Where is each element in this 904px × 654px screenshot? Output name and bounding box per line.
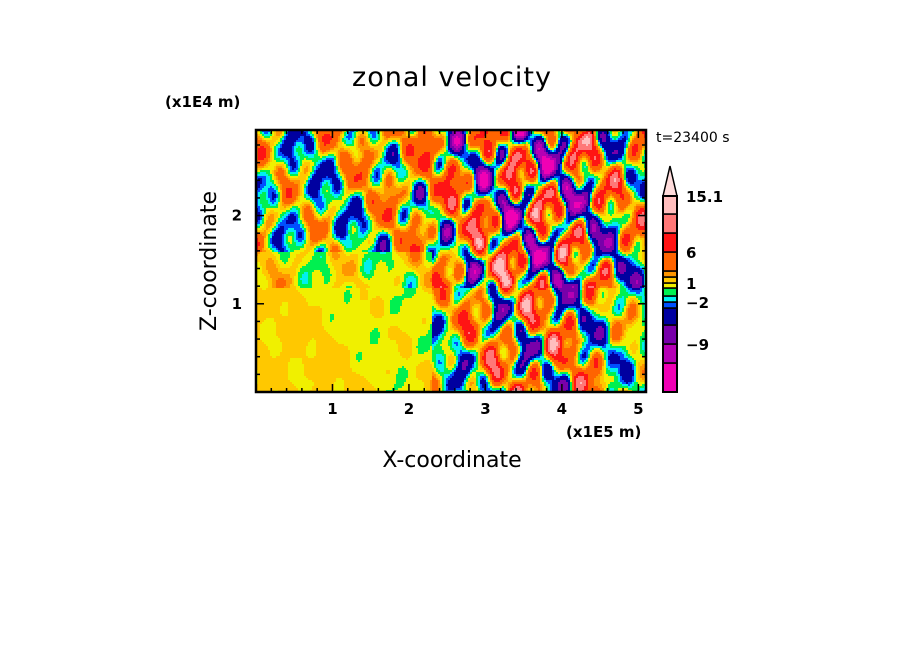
colorbar-segment — [662, 343, 678, 364]
z-unit-label: (x1E4 m) — [165, 93, 241, 111]
contour-field — [256, 130, 646, 392]
colorbar-segment — [662, 213, 678, 234]
colorbar-segment — [662, 295, 678, 303]
colorbar-segment — [662, 276, 678, 284]
x-tick-label: 1 — [327, 400, 337, 418]
chart-title: zonal velocity — [352, 62, 552, 93]
x-tick-label: 3 — [480, 400, 490, 418]
colorbar-segment — [662, 324, 678, 345]
z-tick-label: 2 — [232, 207, 242, 225]
colorbar-label: −9 — [686, 336, 709, 354]
colorbar-label: 6 — [686, 244, 696, 262]
colorbar-extend-triangle — [662, 165, 678, 197]
plot-frame — [254, 128, 648, 394]
colorbar-segment — [662, 251, 678, 272]
colorbar-frame — [662, 195, 678, 393]
x-unit-label: (x1E5 m) — [566, 423, 642, 441]
colorbar-label: 1 — [686, 275, 696, 293]
z-tick-label: 1 — [232, 295, 242, 313]
colorbar-segment — [662, 362, 678, 393]
colorbar-segment — [662, 195, 678, 215]
colorbar-segment — [662, 270, 678, 278]
x-tick-label: 5 — [633, 400, 643, 418]
colorbar-segment — [662, 307, 678, 326]
x-tick-label: 2 — [404, 400, 414, 418]
x-axis-label: X-coordinate — [382, 448, 522, 473]
colorbar-segment — [662, 301, 678, 309]
x-tick-label: 4 — [557, 400, 567, 418]
colorbar-label: 15.1 — [686, 188, 723, 206]
colorbar-segment — [662, 232, 678, 253]
colorbar-segment — [662, 287, 678, 297]
colorbar-label: −2 — [686, 294, 709, 312]
time-label: t=23400 s — [656, 130, 730, 146]
